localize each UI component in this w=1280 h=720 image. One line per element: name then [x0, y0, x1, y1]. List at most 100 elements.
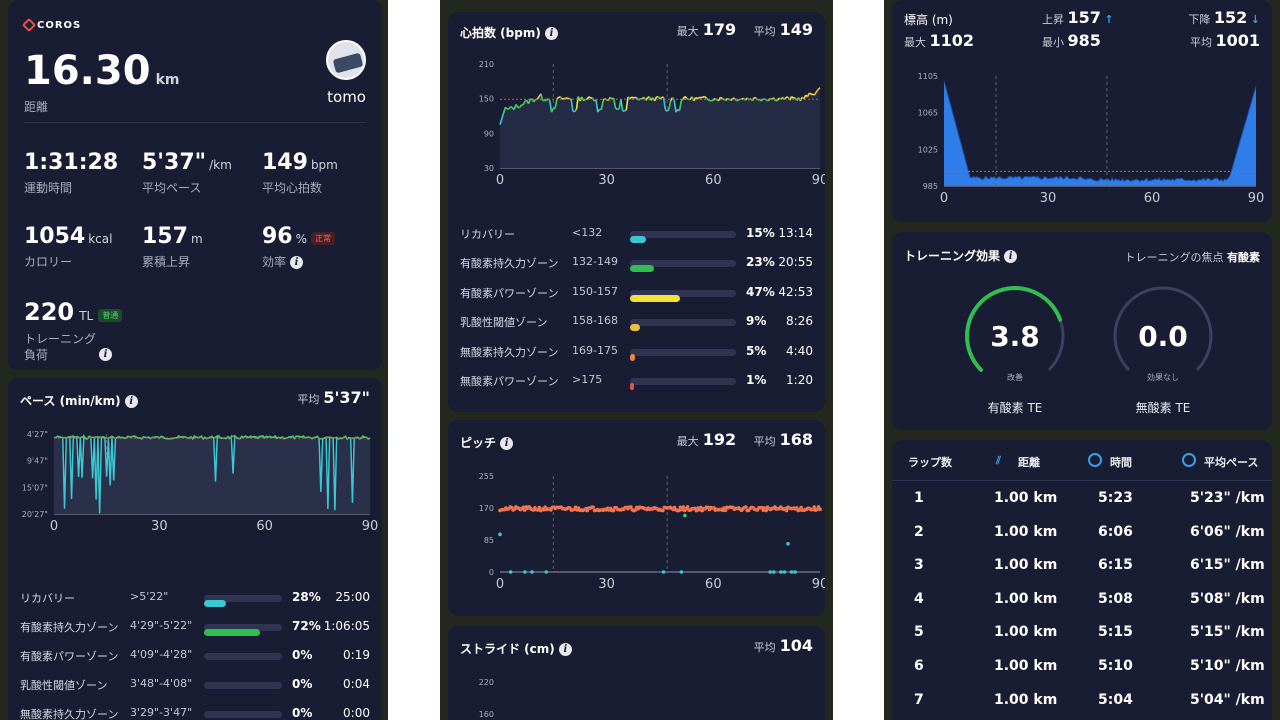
- hr-line-segment: [659, 96, 663, 100]
- x-tick-label: 0: [50, 519, 58, 534]
- elevation-down-label: 下降: [1188, 13, 1211, 26]
- zone-range: 4'09"-4'28": [130, 648, 193, 661]
- x-tick-label: 0: [496, 577, 504, 592]
- x-tick-label: 30: [1040, 191, 1057, 206]
- stat-unit: /km: [209, 158, 232, 172]
- y-tick-label: 1025: [918, 145, 938, 154]
- info-icon[interactable]: i: [99, 348, 112, 361]
- aerobic-te-label: 有酸素 TE: [987, 401, 1043, 415]
- te-title: トレーニング効果 i: [904, 247, 1018, 264]
- hr-line-segment: [563, 97, 566, 100]
- stat-item: 5'37"/km 平均ペース: [142, 150, 232, 196]
- zone-percent: 72%: [292, 619, 321, 633]
- lap-number: 1: [914, 490, 924, 506]
- lap-pace: 5'15" /km: [1190, 624, 1265, 641]
- lap-number: 5: [914, 624, 924, 641]
- hr-avg-value: 149: [779, 20, 813, 39]
- lap-pace: 5'23" /km: [1190, 490, 1265, 506]
- hr-line-segment: [760, 98, 764, 102]
- lap-time: 5:23: [1098, 490, 1133, 506]
- hr-line-segment: [684, 95, 688, 99]
- zone-time: 0:00: [343, 706, 370, 720]
- elevation-card: 標高 (m) 上昇 157 ↑ 下降 152 ↓ 最大 1102 最小 985 …: [892, 0, 1272, 222]
- hr-max-value: 179: [702, 20, 737, 39]
- distance-block: 16.30 km: [24, 48, 180, 94]
- elevation-down: 下降 152 ↓: [1188, 8, 1260, 27]
- table-row: 3 1.00 km 6:15 6'15" /km: [892, 549, 1272, 582]
- zone-row: 無酸素持久力ゾーン 169-175 5% 4:40: [448, 344, 825, 364]
- hr-line-segment: [653, 96, 658, 102]
- info-icon[interactable]: i: [500, 437, 514, 450]
- cadence-low-point: [508, 570, 513, 574]
- cadence-point: [585, 508, 590, 513]
- cadence-point: [661, 508, 665, 513]
- hr-line-segment: [680, 98, 684, 102]
- zone-name: 有酸素持久力ゾーン: [20, 621, 119, 634]
- elevation-max-value: 1102: [929, 31, 975, 50]
- distance-label: 距離: [24, 100, 49, 114]
- divider: [24, 122, 366, 123]
- hr-line-segment: [510, 105, 513, 109]
- table-row: 5 1.00 km 5:15 5'15" /km: [892, 616, 1272, 649]
- laps-header-pace: 平均ペース: [1204, 456, 1259, 469]
- stopwatch-icon: [1182, 453, 1196, 467]
- te-focus-label: トレーニングの焦点: [1124, 251, 1224, 264]
- zone-time: 20:55: [778, 255, 813, 270]
- cadence-point: [744, 505, 748, 509]
- zone-percent: 23%: [746, 255, 775, 270]
- user-name: tomo: [327, 88, 366, 106]
- zone-percent: 28%: [292, 590, 321, 604]
- cadence-point: [723, 508, 728, 513]
- zone-bar-fill: [630, 383, 634, 390]
- hr-line-segment: [695, 96, 698, 100]
- stat-value: 1:31:28: [24, 150, 119, 175]
- hr-line-segment: [612, 98, 617, 109]
- pace-line-green: [53, 434, 371, 441]
- y-tick-label: 150: [479, 95, 494, 104]
- zone-name: 有酸素パワーゾーン: [460, 286, 559, 300]
- info-icon[interactable]: i: [290, 256, 304, 269]
- hr-line-segment: [609, 96, 613, 100]
- hr-line-segment: [620, 99, 624, 112]
- hr-line-segment: [769, 97, 773, 100]
- hr-line-segment: [548, 100, 553, 113]
- zone-row: 有酸素持久力ゾーン 4'29"-5'22" 72% 1:06:05: [8, 619, 382, 639]
- avatar[interactable]: [326, 40, 366, 80]
- info-icon[interactable]: i: [124, 395, 138, 408]
- info-icon[interactable]: i: [1004, 250, 1018, 263]
- cadence-low-point: [683, 513, 687, 518]
- hr-line-segment: [595, 99, 599, 113]
- zone-percent: 47%: [746, 284, 775, 299]
- aerobic-gauge-value: 3.8: [990, 320, 1040, 353]
- pace-avg-label: 平均: [297, 393, 320, 406]
- lap-time: 5:10: [1098, 658, 1133, 674]
- info-icon[interactable]: i: [558, 643, 572, 656]
- te-focus: トレーニングの焦点 有酸素: [1125, 249, 1261, 265]
- stat-value: 5'37": [142, 150, 207, 175]
- cadence-low-point: [779, 570, 783, 574]
- lap-number: 6: [914, 658, 924, 674]
- zone-name: 有酸素パワーゾーン: [20, 650, 119, 663]
- info-icon[interactable]: i: [545, 27, 559, 40]
- hr-line-segment: [773, 97, 777, 102]
- zone-range: 3'48"-4'08": [130, 677, 193, 690]
- stat-label: カロリー: [24, 255, 73, 269]
- zone-bar-track: [204, 624, 282, 636]
- cadence-avg-value: 168: [779, 430, 813, 449]
- cadence-point: [818, 507, 822, 512]
- hr-line-segment: [815, 88, 819, 93]
- zone-bar-fill: [630, 294, 680, 302]
- hr-line-segment: [617, 108, 620, 111]
- aerobic-gauge-desc: 改善: [1007, 372, 1023, 382]
- zone-percent: 0%: [292, 648, 313, 662]
- x-tick-label: 0: [940, 191, 948, 206]
- cadence-low-point: [530, 570, 534, 574]
- hr-line-segment: [808, 92, 812, 95]
- hr-line-segment: [673, 100, 677, 113]
- hr-line-segment: [721, 97, 725, 101]
- lap-distance: 1.00 km: [994, 590, 1058, 607]
- hr-line-segment: [502, 107, 507, 114]
- training-load-tag: 普通: [98, 309, 123, 322]
- hr-line-segment: [711, 99, 714, 102]
- status-badge: 正常: [311, 232, 336, 245]
